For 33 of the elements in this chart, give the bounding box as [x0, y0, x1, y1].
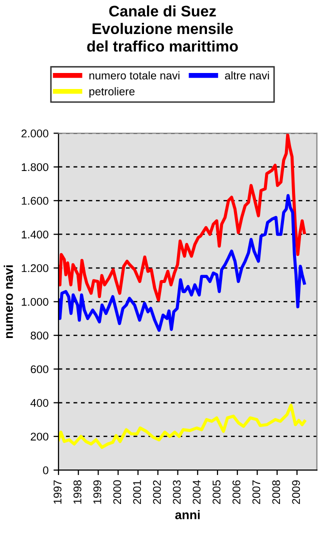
y-tick-label: 400 [30, 399, 48, 407]
x-tick-label: 2008 [272, 480, 280, 504]
y-tick-label: 0 [43, 466, 48, 474]
y-tick-label: 800 [30, 332, 48, 340]
y-tick-label: 2.000 [22, 130, 48, 138]
x-axis-title: anni [175, 510, 200, 520]
x-tick-label: 2002 [152, 480, 161, 504]
x-tick-label: 2007 [252, 480, 260, 504]
legend-label: numero totale navi [89, 71, 180, 80]
y-tick-label: 1.800 [22, 163, 48, 172]
x-tick-label: 2000 [113, 480, 122, 504]
x-tick-label: 2003 [172, 480, 181, 504]
x-tick-label: 2001 [133, 480, 141, 504]
y-tick-label: 600 [30, 365, 48, 374]
x-tick-label: 2006 [232, 480, 240, 504]
x-tick-label: 2009 [292, 480, 300, 504]
x-tick-label: 2005 [212, 480, 220, 504]
y-tick-label: 200 [30, 432, 48, 441]
y-tick-label: 1.000 [22, 298, 48, 306]
legend-label: altre navi [225, 71, 269, 80]
x-tick-label: 1999 [93, 480, 102, 504]
chart-title: Canale di Suez Evoluzione mensile del traffico marittimo [87, 5, 238, 52]
y-tick-label: 1.400 [22, 230, 48, 238]
line-series [58, 133, 306, 302]
x-tick-label: 2004 [192, 480, 201, 504]
x-tick-label: 1997 [54, 480, 62, 504]
y-tick-label: 1.200 [22, 264, 48, 272]
line-series [58, 194, 306, 332]
y-tick-label: 1.600 [22, 196, 48, 205]
legend-label: petroliere [89, 87, 135, 98]
x-tick-label: 1998 [73, 480, 82, 504]
line-series [58, 404, 306, 449]
y-axis-title: numero navi [4, 265, 13, 338]
